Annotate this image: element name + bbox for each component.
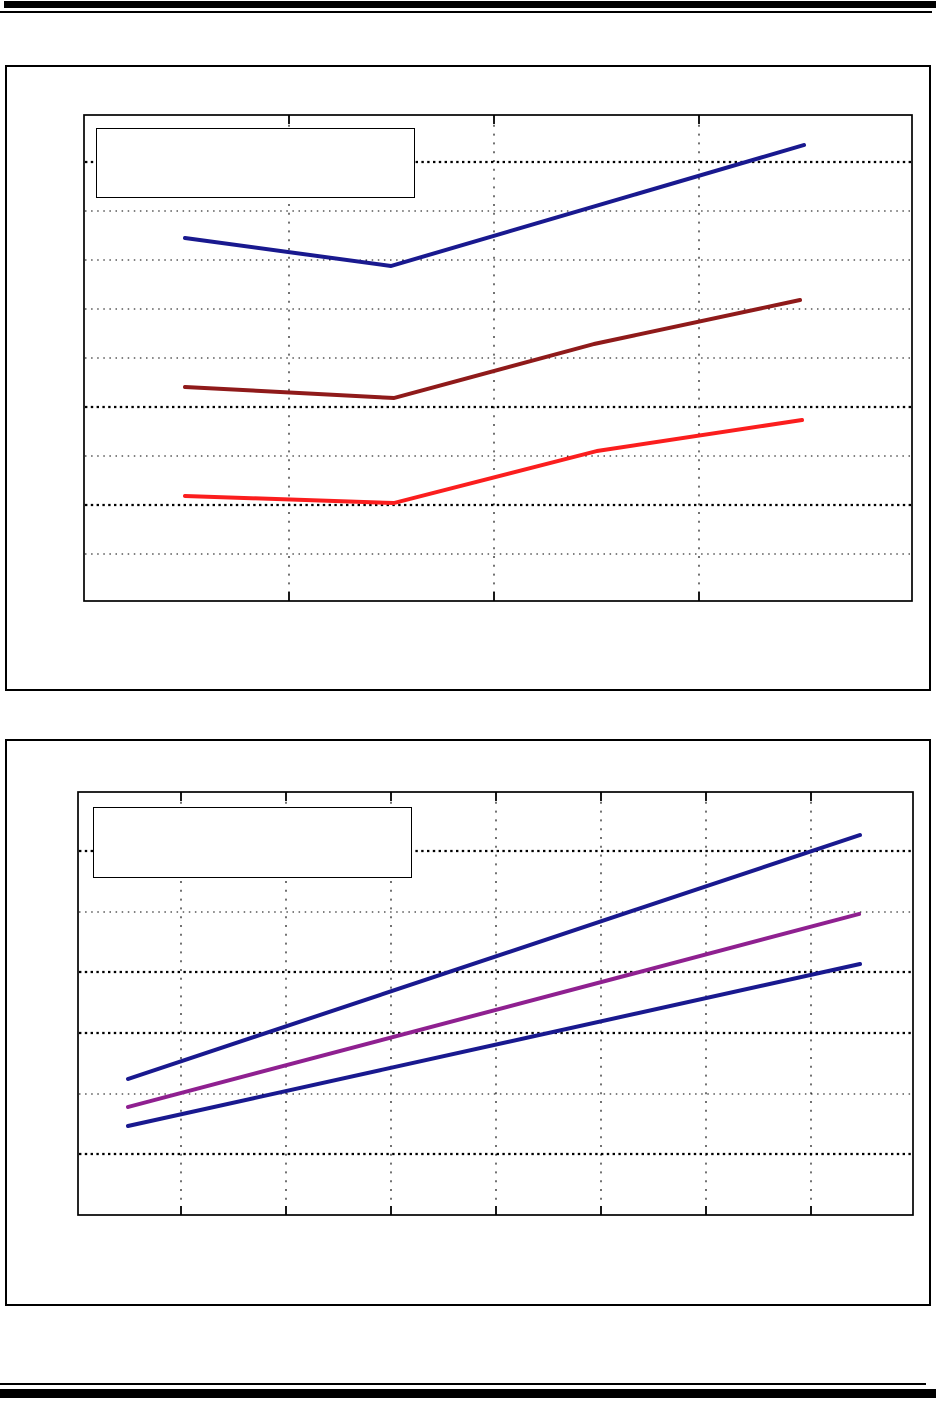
figure-1-legend-box [96,128,415,198]
top-thick-rule [4,1,936,8]
top-thin-rule [0,11,932,13]
bottom-thick-rule [0,1389,936,1398]
figure-2-legend-box [93,807,412,878]
bottom-thin-rule [0,1383,926,1385]
